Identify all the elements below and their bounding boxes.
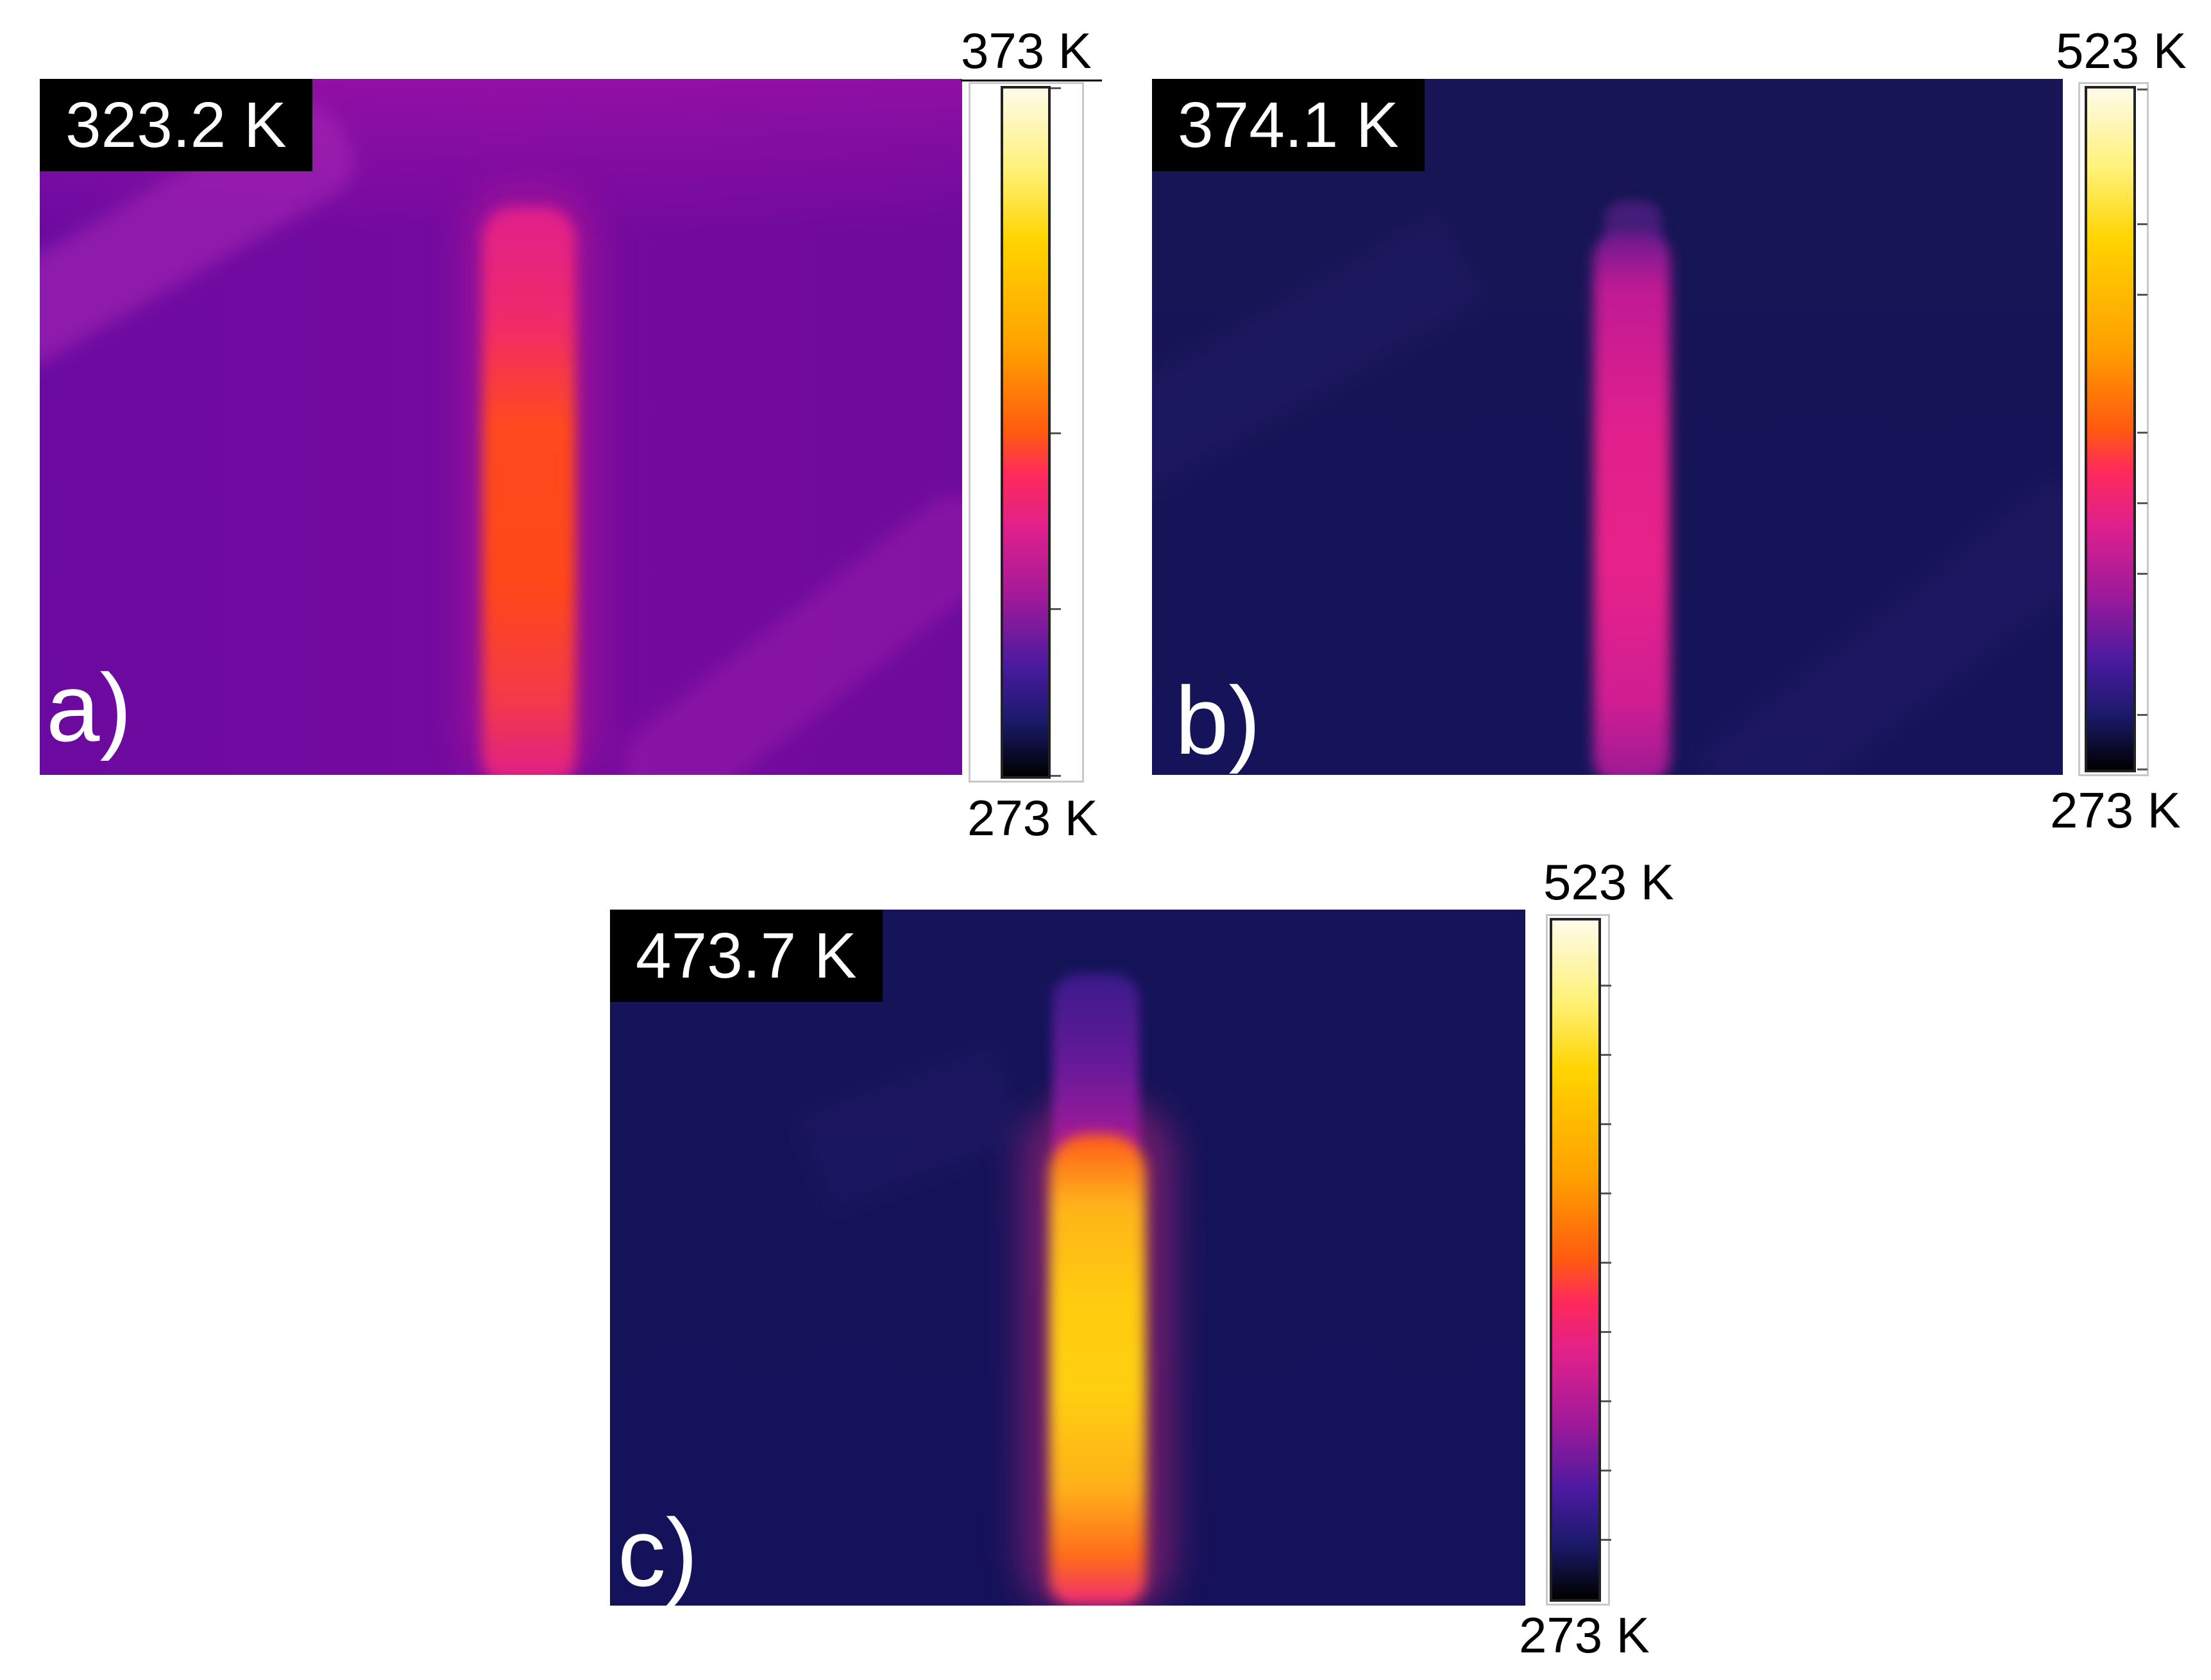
scale-max-underline [961,80,1102,81]
colorbar-tick [1051,775,1061,777]
temperature-badge: 473.7 K [610,910,883,1002]
temperature-badge: 374.1 K [1152,79,1425,171]
colorbar-tick [1601,1331,1611,1333]
colorbar-tick [1601,1262,1611,1264]
thermal-image-c: 473.7 K c) [610,910,1525,1606]
colorbar-tick [1601,1400,1611,1402]
colorbar-tick [1601,985,1611,987]
colorbar-tick [1601,1054,1611,1056]
colorbar-gradient [2085,86,2136,772]
scale-min-label: 273 K [967,790,1098,846]
colorbar-tick [2137,89,2147,90]
scale-max-label: 523 K [1543,854,1674,910]
colorbar-tick [2137,573,2147,575]
heated-rod [1593,233,1670,775]
colorbar-tick [1051,87,1061,89]
panel-label: a) [46,654,132,761]
heated-rod [482,207,575,775]
colorbar-a [969,82,1084,783]
scale-max-label: 373 K [961,22,1092,79]
colorbar-tick [2137,768,2147,770]
colorbar-tick [2137,432,2147,434]
colorbar-b [2078,82,2174,776]
colorbar-tick [1051,608,1061,610]
colorbar-tick [2137,223,2147,225]
colorbar-tick [2137,714,2147,716]
colorbar-gradient [1550,918,1601,1602]
colorbar-tick [1601,1470,1611,1472]
colorbar-tick [1601,1539,1611,1541]
panel-label: c) [618,1498,698,1606]
scale-min-label: 273 K [2050,782,2181,838]
scale-min-label: 273 K [1519,1607,1650,1663]
colorbar-gradient [1001,86,1051,779]
thermal-image-a: 323.2 K a) [40,79,962,775]
colorbar-tick [1601,1123,1611,1125]
panel-label: b) [1175,666,1261,774]
scale-max-label: 523 K [2056,22,2187,79]
thermal-image-b: 374.1 K b) [1152,79,2063,775]
colorbar-tick [1051,432,1061,434]
colorbar-tick [1601,1192,1611,1194]
temperature-badge: 323.2 K [40,79,312,171]
colorbar-tick [2137,502,2147,504]
heated-rod [1049,1134,1146,1606]
colorbar-c [1546,914,1636,1606]
colorbar-tick [2137,294,2147,296]
